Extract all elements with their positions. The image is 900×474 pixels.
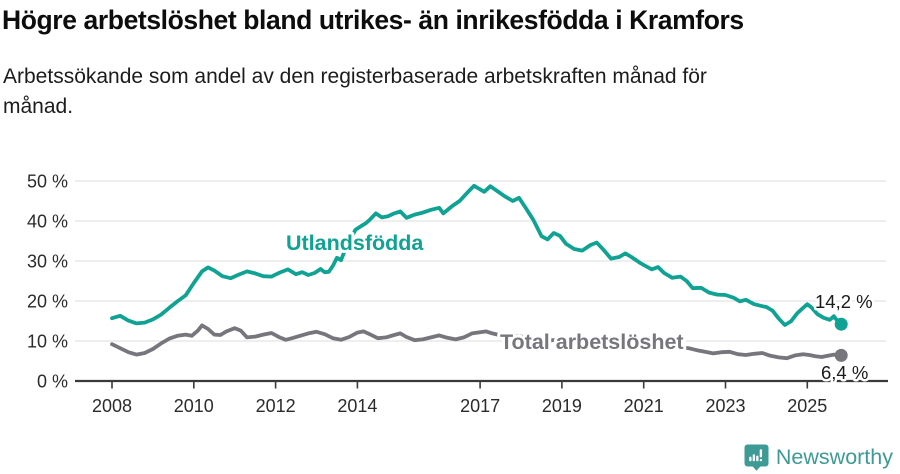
x-tick-label: 2017 (460, 396, 500, 416)
end-value-label-total-arbetsloshet: 6,4 % (821, 362, 868, 383)
newsworthy-logo-icon (744, 444, 769, 471)
x-tick-label: 2008 (92, 396, 132, 416)
x-tick-label: 2014 (337, 396, 377, 416)
y-tick-label: 50 % (27, 172, 68, 192)
series-label-total-arbetsloshet: Total arbetslöshet (500, 330, 684, 354)
x-tick-label: 2023 (705, 396, 745, 416)
newsworthy-brand-text: Newsworthy (775, 444, 893, 469)
series-label-utlandsfodda: Utlandsfödda (286, 231, 424, 255)
unemployment-line-chart: 2008 2010 2012 2014 2017 2019 2021 2023 2025 0 % 1… (27, 172, 888, 416)
series-end-dot-utlandsfodda (834, 317, 848, 331)
y-tick-label: 30 % (27, 252, 68, 272)
x-tick-label: 2012 (256, 396, 296, 416)
y-tick-label: 20 % (27, 292, 68, 312)
chart-subtitle: Arbetssökande som andel av den registerb… (3, 65, 707, 119)
x-tick-label: 2021 (624, 396, 664, 416)
newsworthy-brand-link[interactable]: Newsworthy (744, 444, 893, 471)
series-end-dot-total-arbetsloshet (834, 348, 848, 362)
end-value-label-utlandsfodda: 14,2 % (815, 291, 873, 312)
y-tick-label: 0 % (37, 372, 68, 392)
x-tick-label: 2025 (787, 396, 827, 416)
series-line-total-arbetsloshet (110, 323, 844, 361)
y-tick-label: 40 % (27, 212, 68, 232)
x-tick-label: 2010 (174, 396, 214, 416)
x-tick-label: 2019 (542, 396, 582, 416)
y-tick-label: 10 % (27, 332, 68, 352)
series-line-utlandsfodda (110, 183, 844, 327)
page-title: Högre arbetslöshet bland utrikes- än inr… (2, 5, 744, 35)
